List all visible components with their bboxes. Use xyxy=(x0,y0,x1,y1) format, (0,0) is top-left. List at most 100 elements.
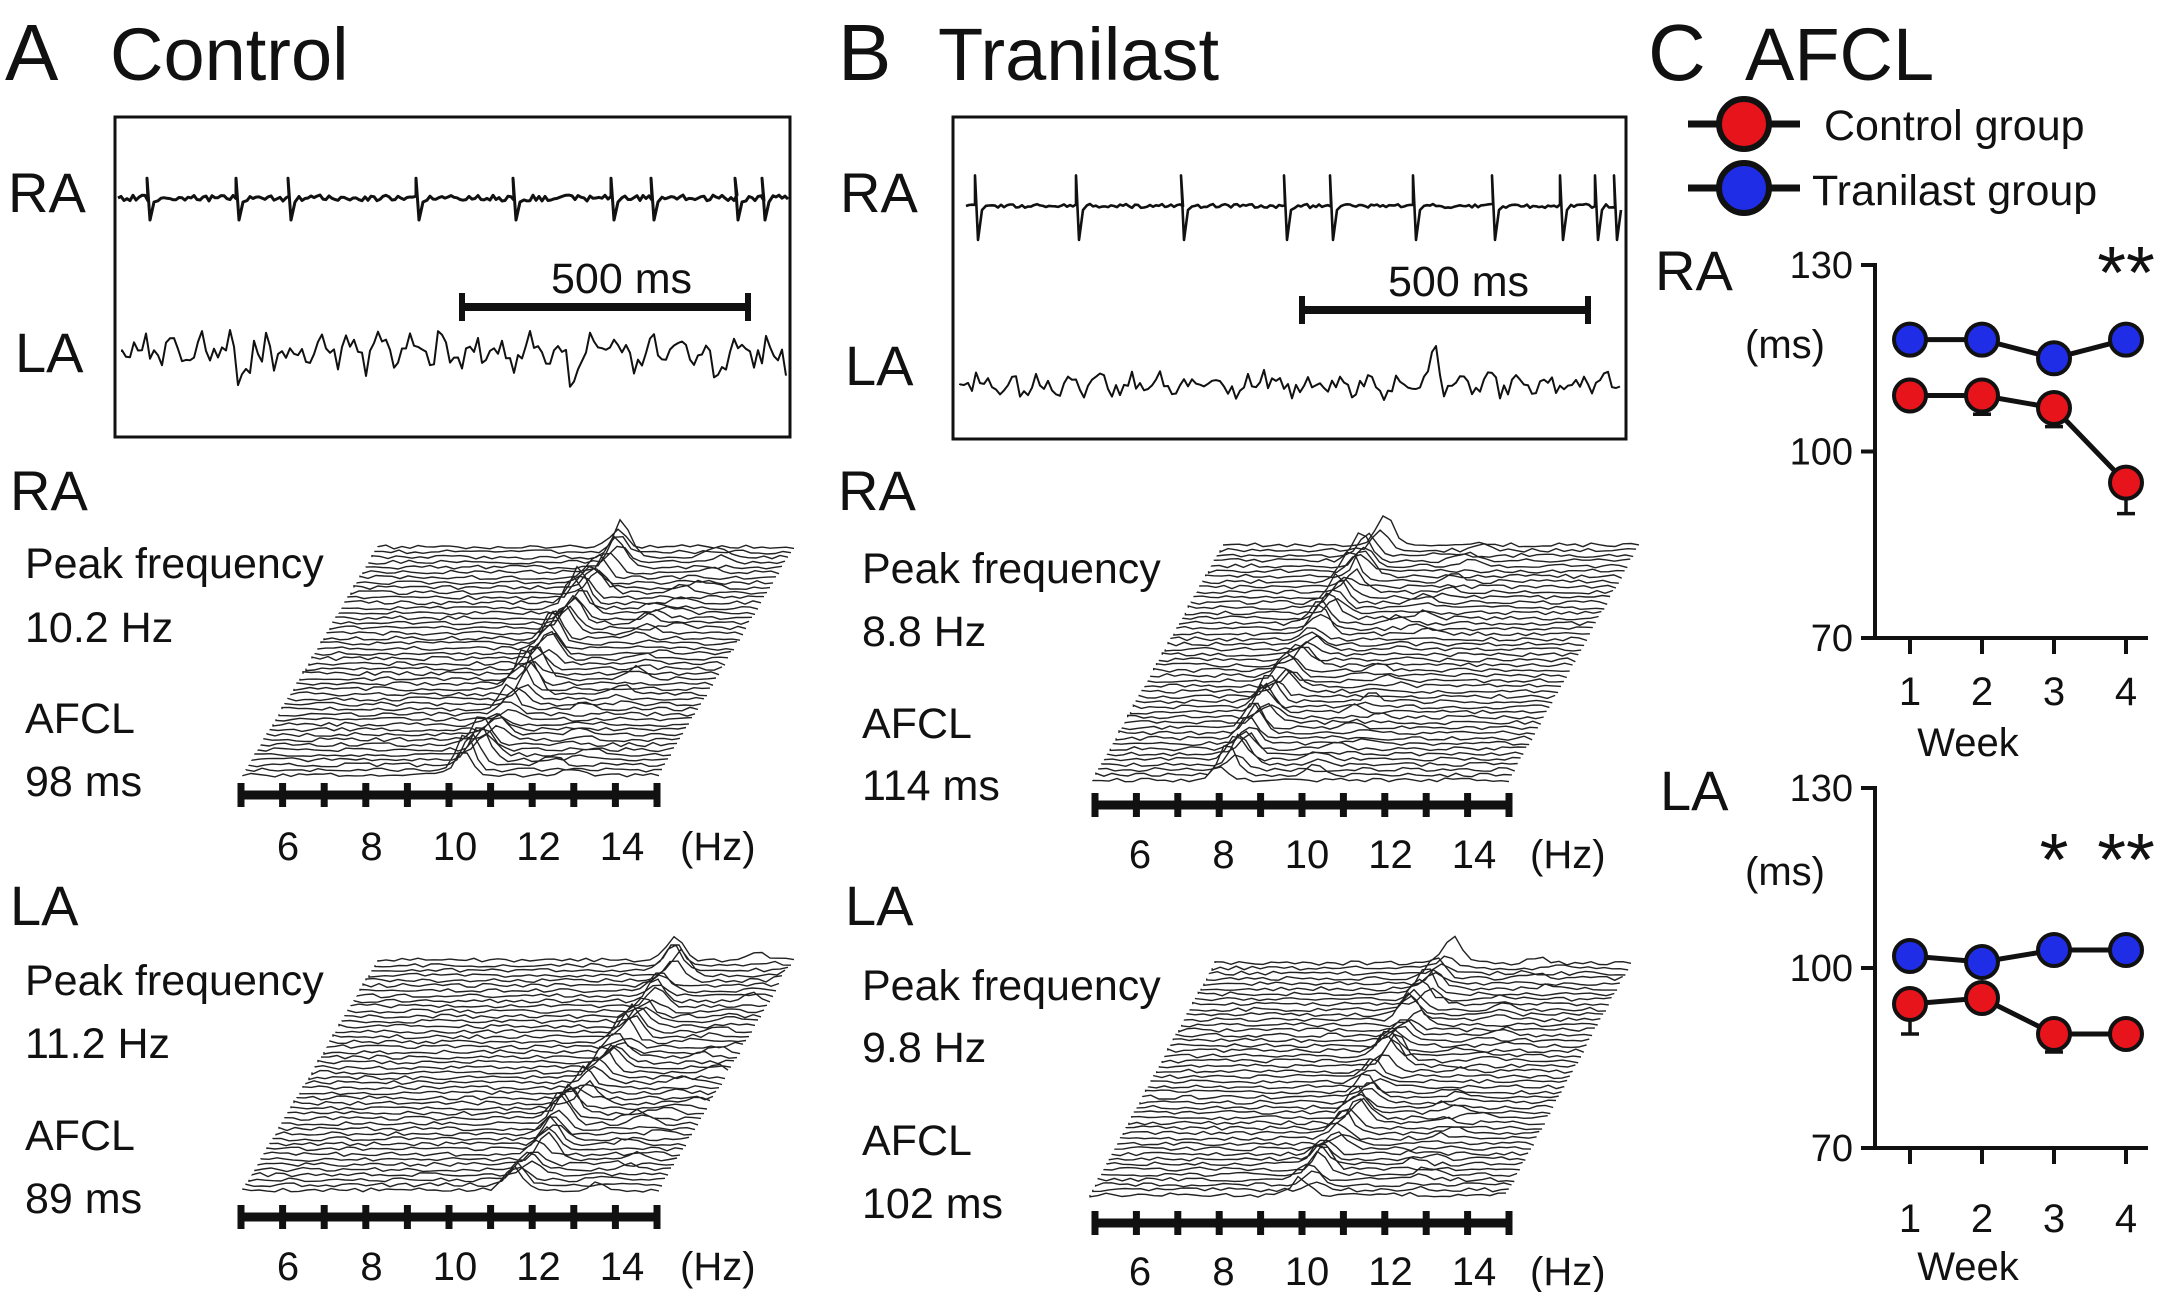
legend-control-label: Control group xyxy=(1824,102,2085,150)
panel-b-scale-bar: 500 ms xyxy=(1299,258,1591,324)
a-ra-peak-label: Peak frequency xyxy=(25,540,324,588)
a-la-spectrogram xyxy=(242,935,795,1193)
b-ra-frequency-axis: 6 8 10 12 14 (Hz) xyxy=(1091,793,1606,877)
frequency-tick-label: 6 xyxy=(1129,1250,1151,1292)
panel-a-la-electrogram xyxy=(121,329,787,388)
a-la-peak-label: Peak frequency xyxy=(25,957,324,1005)
series-line xyxy=(1910,393,2128,485)
data-point xyxy=(2108,321,2144,358)
panel-b-letter: B xyxy=(838,8,891,97)
legend-control: Control group xyxy=(1688,96,2085,152)
frequency-unit-label: (Hz) xyxy=(680,825,756,869)
b-ra-spectrogram xyxy=(1092,515,1640,783)
data-point xyxy=(1964,321,2000,358)
b-ra-peak-label: Peak frequency xyxy=(862,545,1161,593)
frequency-tick-label: 12 xyxy=(1368,1250,1413,1292)
data-point xyxy=(1964,980,2000,1016)
frequency-unit-label: (Hz) xyxy=(1530,1250,1606,1292)
a-ra-spectrogram xyxy=(242,518,795,778)
a-ra-frequency-axis: 6 8 10 12 14 (Hz) xyxy=(237,783,756,869)
b-la-spectrogram xyxy=(1089,935,1632,1198)
panel-b-title: Tranilast xyxy=(938,13,1219,96)
b-la-afcl-label: AFCL xyxy=(862,1117,972,1165)
b-ra-afcl-label: AFCL xyxy=(862,700,972,748)
frequency-tick-label: 8 xyxy=(360,825,382,869)
data-point xyxy=(1892,321,1928,358)
frequency-tick-label: 10 xyxy=(1285,1250,1330,1292)
x-tick-label: 1 xyxy=(1899,670,1921,714)
frequency-tick-label: 10 xyxy=(433,825,478,869)
frequency-tick-label: 6 xyxy=(277,1245,299,1289)
x-tick-label: 3 xyxy=(2043,1197,2065,1241)
x-tick-label: 1 xyxy=(1899,1197,1921,1241)
frequency-tick-label: 14 xyxy=(1452,1250,1497,1292)
x-tick-label: 2 xyxy=(1971,1197,1993,1241)
b-ra-spectrum-channel: RA xyxy=(838,459,916,522)
legend-tranilast-label: Tranilast group xyxy=(1812,167,2097,215)
frequency-tick-label: 10 xyxy=(433,1245,478,1289)
panel-b-ecg-la-label: LA xyxy=(845,334,914,397)
panel-c-title: AFCL xyxy=(1745,13,1934,96)
panel-b-ecg-box xyxy=(951,115,1628,441)
frequency-tick-label: 6 xyxy=(1129,833,1151,877)
y-tick-label: 100 xyxy=(1790,432,1853,474)
panel-a-title: Control xyxy=(110,13,349,96)
la-chart-title: LA xyxy=(1660,759,1729,822)
data-point xyxy=(1892,938,1928,974)
legend-tranilast: Tranilast group xyxy=(1688,160,2097,216)
a-ra-spectrum-channel: RA xyxy=(10,459,88,522)
b-ra-afcl-value: 114 ms xyxy=(862,762,1000,810)
panel-b-ecg-ra-label: RA xyxy=(840,161,918,224)
data-point xyxy=(2108,932,2144,968)
y-tick-label: 70 xyxy=(1811,618,1853,660)
frequency-tick-label: 12 xyxy=(516,825,561,869)
significance-marker: ** xyxy=(2097,231,2155,314)
panel-c-letter: C xyxy=(1648,8,1706,97)
frequency-tick-label: 12 xyxy=(1368,833,1413,877)
x-tick-label: 4 xyxy=(2115,1197,2137,1241)
a-ra-peak-value: 10.2 Hz xyxy=(25,604,173,652)
frequency-tick-label: 10 xyxy=(1285,833,1330,877)
frequency-tick-label: 6 xyxy=(277,825,299,869)
y-tick-label: 130 xyxy=(1790,245,1853,287)
panel-a-scale-bar-label: 500 ms xyxy=(551,255,692,303)
b-la-frequency-axis: 6 8 10 12 14 (Hz) xyxy=(1091,1211,1606,1292)
ra-chart-ylabel: (ms) xyxy=(1745,323,1825,367)
significance-marker: * xyxy=(2040,818,2069,901)
x-tick-label: 4 xyxy=(2115,670,2137,714)
a-la-peak-value: 11.2 Hz xyxy=(25,1020,170,1068)
a-la-afcl-value: 89 ms xyxy=(25,1175,142,1223)
x-tick-label: 2 xyxy=(1971,670,1993,714)
y-tick-label: 130 xyxy=(1790,768,1853,810)
frequency-tick-label: 12 xyxy=(516,1245,561,1289)
a-la-afcl-label: AFCL xyxy=(25,1112,135,1160)
a-ra-afcl-label: AFCL xyxy=(25,695,135,743)
y-tick-label: 100 xyxy=(1790,948,1853,990)
frequency-tick-label: 8 xyxy=(1212,833,1234,877)
la-chart-ylabel: (ms) xyxy=(1745,850,1825,894)
panel-b-scale-bar-label: 500 ms xyxy=(1388,258,1529,306)
data-point xyxy=(2108,1016,2144,1052)
ra-afcl-chart: RA (ms) Week 130 100 70 1 2 3 4 ** xyxy=(1655,231,2155,765)
frequency-unit-label: (Hz) xyxy=(1530,833,1606,877)
a-la-spectrum-channel: LA xyxy=(10,874,79,937)
data-point xyxy=(2036,340,2072,377)
b-ra-peak-value: 8.8 Hz xyxy=(862,608,986,656)
b-la-spectrum-channel: LA xyxy=(845,874,914,937)
x-tick-label: 3 xyxy=(2043,670,2065,714)
b-la-peak-value: 9.8 Hz xyxy=(862,1024,986,1072)
la-afcl-chart: LA (ms) Week 130 100 70 1 2 3 * 4 ** xyxy=(1660,759,2155,1289)
la-chart-xlabel: Week xyxy=(1917,1245,2020,1289)
data-point xyxy=(2108,464,2144,501)
ra-chart-xlabel: Week xyxy=(1917,721,2020,765)
panel-b-la-electrogram xyxy=(959,345,1621,401)
frequency-tick-label: 14 xyxy=(1452,833,1497,877)
data-point xyxy=(1892,377,1928,414)
b-la-peak-label: Peak frequency xyxy=(862,962,1161,1010)
panel-a-ecg-ra-label: RA xyxy=(8,161,86,224)
data-point xyxy=(1964,944,2000,980)
frequency-tick-label: 14 xyxy=(600,1245,645,1289)
b-la-afcl-value: 102 ms xyxy=(862,1180,1003,1228)
panel-b-ra-electrogram xyxy=(965,174,1623,242)
